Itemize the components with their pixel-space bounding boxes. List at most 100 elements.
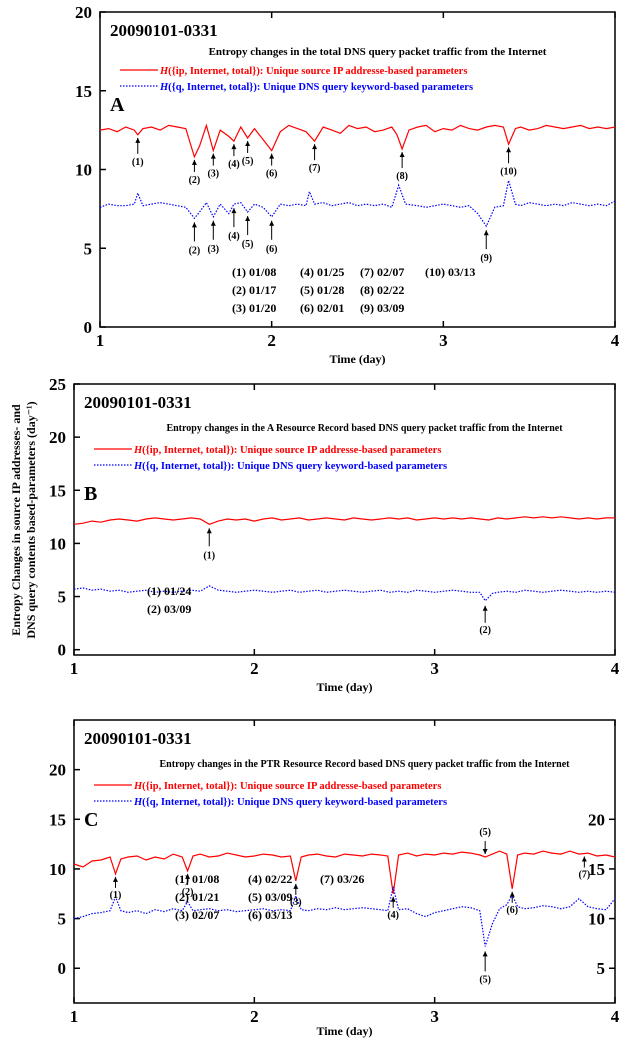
chart-panel-B: 1 2 3 4 0 5 10 15 20 25 Time (day) 20090101-0331 Ent… bbox=[49, 375, 620, 694]
annotation-label: (2) bbox=[189, 175, 201, 186]
annotation-label: (2) bbox=[189, 245, 201, 256]
annotation-label: (1) bbox=[203, 550, 215, 561]
date-list-entry: (7) 03/26 bbox=[320, 872, 364, 886]
right-y-tick-label: 5 bbox=[597, 959, 606, 978]
plot-frame bbox=[99, 11, 616, 328]
y-tick-label: 0 bbox=[58, 641, 67, 660]
legend-label: H({q, Internet, total}): Unique DNS quer… bbox=[159, 82, 473, 93]
annotation-arrowhead bbox=[581, 856, 587, 862]
annotation-arrowhead bbox=[312, 144, 318, 150]
annotation-arrowhead bbox=[399, 152, 405, 158]
annotation-arrowhead bbox=[210, 220, 216, 226]
y-tick-label: 15 bbox=[49, 481, 66, 500]
annotation-label: (1) bbox=[132, 157, 144, 168]
annotation-label: (4) bbox=[228, 159, 240, 170]
annotation-label: (6) bbox=[266, 169, 278, 180]
annotation-label: (5) bbox=[242, 156, 254, 167]
legend-label: H({ip, Internet, total}): Unique source … bbox=[159, 66, 467, 77]
date-range-label: 20090101-0331 bbox=[84, 729, 192, 748]
annotation-arrowhead bbox=[509, 891, 515, 897]
annotation-arrowhead bbox=[245, 216, 251, 222]
series-line-ip bbox=[73, 850, 616, 894]
y-tick-label: 10 bbox=[75, 161, 92, 180]
date-list-entry: (2) 01/21 bbox=[175, 890, 219, 904]
annotation-arrowhead bbox=[269, 220, 275, 226]
date-list-entry: (3) 01/20 bbox=[232, 301, 276, 315]
date-list-entry: (7) 02/07 bbox=[360, 265, 404, 279]
annotation-arrowhead bbox=[112, 876, 118, 882]
date-list-entry: (1) 01/08 bbox=[175, 872, 219, 886]
annotation-label: (10) bbox=[500, 166, 517, 177]
x-tick-label: 2 bbox=[267, 331, 276, 350]
annotation-arrowhead bbox=[482, 951, 488, 957]
y-tick-label: 20 bbox=[75, 3, 92, 22]
legend-label: H({ip, Internet, total}): Unique source … bbox=[133, 781, 441, 792]
date-list-entry: (1) 01/08 bbox=[232, 265, 276, 279]
annotation-label: (4) bbox=[387, 910, 399, 921]
x-axis-label: Time (day) bbox=[329, 352, 385, 366]
annotation-arrowhead bbox=[231, 144, 237, 150]
date-list-entry: (2) 01/17 bbox=[232, 283, 276, 297]
series-line-q bbox=[73, 585, 616, 602]
date-list-entry: (5) 03/09 bbox=[248, 890, 292, 904]
x-tick-label: 3 bbox=[430, 1007, 439, 1026]
y-tick-label: 0 bbox=[84, 318, 93, 337]
annotation-label: (3) bbox=[207, 169, 219, 180]
date-list-entry: (3) 02/07 bbox=[175, 908, 219, 922]
y-tick-label: 25 bbox=[49, 375, 66, 394]
date-list-entry: (8) 02/22 bbox=[360, 283, 404, 297]
x-axis-label: Time (day) bbox=[316, 680, 372, 694]
date-list-entry: (1) 01/24 bbox=[147, 584, 191, 598]
annotation-label: (3) bbox=[290, 897, 302, 908]
right-y-tick-label: 10 bbox=[588, 910, 605, 929]
x-tick-label: 3 bbox=[439, 331, 448, 350]
series-line-ip bbox=[73, 516, 615, 525]
date-range-label: 20090101-0331 bbox=[110, 21, 218, 40]
date-list-entry: (10) 03/13 bbox=[425, 265, 475, 279]
date-list-entry: (4) 01/25 bbox=[300, 265, 344, 279]
annotation-arrowhead bbox=[482, 849, 488, 855]
x-tick-label: 4 bbox=[611, 1007, 620, 1026]
x-tick-label: 3 bbox=[430, 659, 439, 678]
x-tick-label: 4 bbox=[611, 331, 620, 350]
panel-letter: C bbox=[84, 809, 98, 831]
plot-frame bbox=[73, 383, 616, 656]
annotation-arrowhead bbox=[206, 528, 212, 534]
annotation-arrowhead bbox=[191, 222, 197, 228]
y-axis-label-line2: DNS query contents based-parameters (day… bbox=[24, 401, 38, 638]
y-axis-label-line1: Entropy Changes in source IP addresses- … bbox=[9, 404, 23, 636]
y-tick-label: 15 bbox=[75, 82, 92, 101]
date-list-entry: (6) 02/01 bbox=[300, 301, 344, 315]
date-list-entry: (4) 02/22 bbox=[248, 872, 292, 886]
chart-panel-A: 1 2 3 4 0 5 10 15 20 Time (day) 20090101-0331 Entro… bbox=[75, 3, 620, 366]
annotation-label: (1) bbox=[110, 890, 122, 901]
annotation-arrowhead bbox=[231, 208, 237, 214]
annotation-arrowhead bbox=[482, 605, 488, 611]
annotation-arrowhead bbox=[483, 230, 489, 236]
y-tick-label: 20 bbox=[49, 761, 66, 780]
annotation-label: (8) bbox=[396, 171, 408, 182]
chart-title: Entropy changes in the PTR Resource Reco… bbox=[160, 759, 571, 770]
y-tick-label: 10 bbox=[49, 534, 66, 553]
annotation-label: (4) bbox=[228, 231, 240, 242]
annotation-arrowhead bbox=[191, 159, 197, 165]
x-tick-label: 4 bbox=[611, 659, 620, 678]
x-axis-label: Time (day) bbox=[316, 1024, 372, 1038]
annotation-arrowhead bbox=[210, 153, 216, 159]
annotation-label: (5) bbox=[479, 827, 491, 838]
series-line-ip bbox=[99, 123, 616, 159]
series-line-q bbox=[73, 886, 616, 947]
annotation-label: (5) bbox=[242, 239, 254, 250]
right-y-tick-label: 15 bbox=[588, 860, 605, 879]
annotation-arrowhead bbox=[390, 896, 396, 902]
annotation-label: (6) bbox=[266, 244, 278, 255]
annotation-label: (5) bbox=[479, 974, 491, 985]
chart-title: Entropy changes in the total DNS query p… bbox=[209, 46, 547, 58]
x-tick-label: 1 bbox=[70, 1007, 79, 1026]
annotation-arrowhead bbox=[269, 153, 275, 159]
annotation-label: (6) bbox=[506, 905, 518, 916]
annotation-label: (2) bbox=[182, 887, 194, 898]
date-range-label: 20090101-0331 bbox=[84, 393, 192, 412]
annotation-arrowhead bbox=[245, 141, 251, 146]
y-tick-label: 20 bbox=[49, 428, 66, 447]
